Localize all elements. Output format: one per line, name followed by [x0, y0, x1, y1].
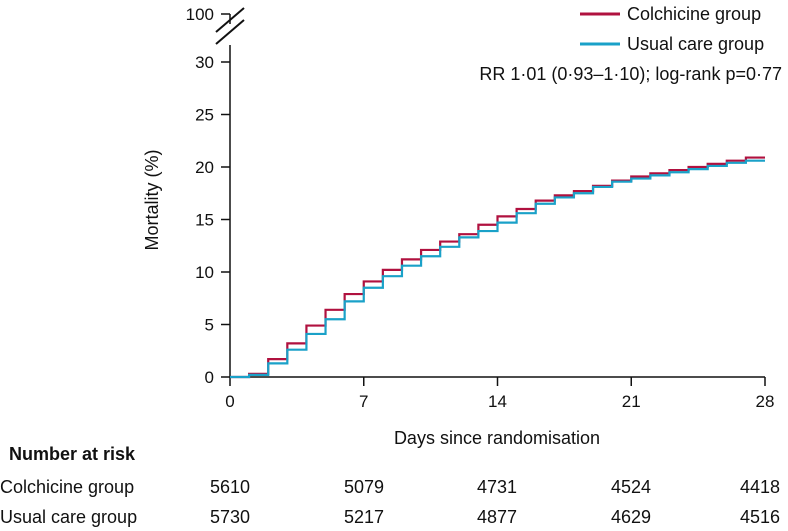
series-layer [230, 156, 765, 379]
y-tick-label-25: 25 [195, 106, 214, 125]
risk-table-heading: Number at risk [9, 444, 136, 464]
risk-row-label-usual-care: Usual care group [0, 507, 138, 527]
x-axis-title: Days since randomisation [394, 428, 600, 448]
y-tick-label-0: 0 [205, 368, 214, 387]
risk-colchicine-day-28: 4418 [739, 477, 781, 497]
x-tick-label-14: 14 [488, 392, 507, 411]
x-tick-label-7: 7 [359, 392, 368, 411]
usual-care-step-line [230, 159, 765, 379]
y-axis-title: Mortality (%) [142, 149, 162, 250]
risk-usual-care-day-0: 5730 [209, 507, 251, 527]
y-break-label: 100 [186, 5, 214, 24]
risk-colchicine-day-14: 4731 [476, 477, 518, 497]
risk-usual-care-day-28: 4516 [739, 507, 781, 527]
x-tick-label-28: 28 [756, 392, 775, 411]
y-ticks: 0 5 10 15 20 25 30 [195, 53, 230, 387]
y-tick-label-20: 20 [195, 158, 214, 177]
colchicine-step-line [230, 156, 765, 379]
y-tick-label-10: 10 [195, 263, 214, 282]
x-tick-label-21: 21 [622, 392, 641, 411]
y-tick-label-30: 30 [195, 53, 214, 72]
risk-colchicine-day-21: 4524 [610, 477, 652, 497]
risk-colchicine-day-7: 5079 [343, 477, 385, 497]
y-axis: 100 [186, 5, 245, 377]
risk-row-label-colchicine: Colchicine group [0, 477, 135, 497]
legend-label-usual-care: Usual care group [627, 34, 764, 54]
stats-annotation: RR 1·01 (0·93–1·10); log-rank p=0·77 [479, 64, 782, 84]
y-tick-label-15: 15 [195, 211, 214, 230]
x-tick-label-0: 0 [225, 392, 234, 411]
legend: Colchicine group Usual care group RR 1·0… [479, 4, 782, 84]
risk-usual-care-day-7: 5217 [343, 507, 385, 527]
axis-break-icon [215, 7, 245, 45]
y-tick-label-5: 5 [205, 316, 214, 335]
legend-label-colchicine: Colchicine group [627, 4, 761, 24]
risk-usual-care-day-14: 4877 [476, 507, 518, 527]
risk-usual-care-day-21: 4629 [610, 507, 652, 527]
x-ticks: 0 7 14 21 28 [225, 377, 774, 411]
risk-colchicine-day-0: 5610 [209, 477, 251, 497]
